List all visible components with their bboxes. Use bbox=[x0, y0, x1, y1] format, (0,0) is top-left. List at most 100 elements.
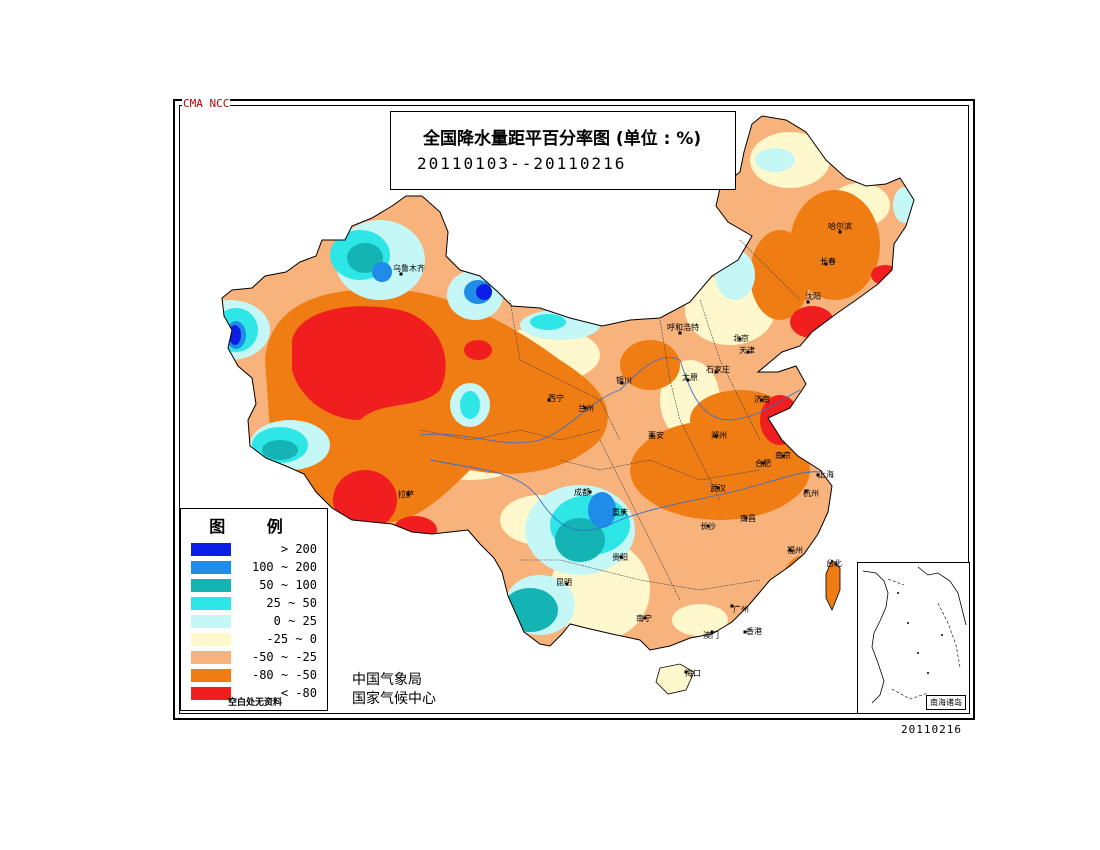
city-dot bbox=[781, 454, 785, 458]
legend-item: -25 ~ 0 bbox=[191, 632, 321, 648]
legend: 图 例 > 200 100 ~ 200 50 ~ 100 25 ~ 50 0 ~… bbox=[180, 508, 328, 711]
legend-label: > 200 bbox=[280, 542, 317, 556]
city-label: 香港 bbox=[746, 626, 762, 636]
city-dot bbox=[730, 604, 734, 608]
city-label: 澳门 bbox=[703, 630, 719, 640]
city-label: 重庆 bbox=[612, 507, 628, 517]
legend-swatch bbox=[191, 651, 231, 664]
city-dot bbox=[710, 630, 714, 634]
city-label: 南京 bbox=[775, 450, 791, 460]
city-label: 上海 bbox=[818, 469, 834, 479]
city-dot bbox=[714, 434, 718, 438]
legend-label: < -80 bbox=[280, 686, 317, 700]
legend-label: -80 ~ -50 bbox=[251, 668, 317, 682]
city-label: 兰州 bbox=[578, 403, 594, 413]
city-label: 福州 bbox=[787, 546, 803, 555]
inset-map bbox=[862, 566, 967, 704]
legend-swatch bbox=[191, 579, 231, 592]
city-dot bbox=[565, 582, 569, 586]
legend-swatch bbox=[191, 615, 231, 628]
city-label: 郑州 bbox=[711, 430, 727, 440]
inset-label: 南海诸岛 bbox=[926, 695, 966, 710]
agency-credit: 中国气象局 国家气候中心 bbox=[352, 671, 436, 709]
city-dot bbox=[643, 616, 647, 620]
city-label: 哈尔滨 bbox=[828, 221, 852, 231]
city-dot bbox=[788, 548, 792, 552]
city-label: 广州 bbox=[733, 604, 749, 614]
legend-item: 50 ~ 100 bbox=[191, 578, 321, 594]
city-dot bbox=[406, 492, 410, 496]
date-range: 20110103--20110216 bbox=[417, 154, 627, 173]
map-frame-inner bbox=[179, 105, 969, 714]
city-dot bbox=[743, 630, 747, 634]
city-dot bbox=[622, 510, 626, 514]
legend-swatch bbox=[191, 597, 231, 610]
province-borders bbox=[419, 239, 801, 601]
legend-item: -50 ~ -25 bbox=[191, 650, 321, 666]
city-dot bbox=[588, 490, 592, 494]
city-dot bbox=[684, 670, 688, 674]
title-box: 全国降水量距平百分率图 (单位 : %) 20110103--20110216 bbox=[390, 111, 736, 190]
city-label: 天津 bbox=[739, 345, 755, 355]
city-label: 南昌 bbox=[740, 513, 756, 523]
legend-label: 25 ~ 50 bbox=[266, 596, 317, 610]
legend-swatch bbox=[191, 687, 231, 700]
city-label: 杭州 bbox=[803, 488, 819, 498]
city-label: 南宁 bbox=[636, 613, 652, 623]
city-dot bbox=[619, 555, 623, 559]
legend-label: -25 ~ 0 bbox=[266, 632, 317, 646]
city-label: 贵阳 bbox=[612, 552, 628, 562]
map-title: 全国降水量距平百分率图 (单位 : %) bbox=[423, 129, 702, 149]
city-label: 呼和浩特 bbox=[667, 322, 699, 332]
agency-line-2: 国家气候中心 bbox=[352, 691, 436, 707]
city-label: 台北 bbox=[826, 558, 842, 568]
city-label: 西宁 bbox=[548, 393, 564, 403]
city-label: 银川 bbox=[616, 375, 632, 385]
legend-label: -50 ~ -25 bbox=[251, 650, 317, 664]
city-label: 长春 bbox=[820, 256, 836, 266]
city-label: 北京 bbox=[733, 333, 749, 343]
south-china-sea-inset: 南海诸岛 bbox=[857, 562, 970, 714]
city-dot bbox=[804, 489, 808, 493]
city-dot bbox=[760, 398, 764, 402]
legend-item: 0 ~ 25 bbox=[191, 614, 321, 630]
city-dot bbox=[834, 562, 838, 566]
legend-swatch bbox=[191, 633, 231, 646]
city-dot bbox=[620, 381, 624, 385]
city-dot bbox=[678, 331, 682, 335]
legend-swatch bbox=[191, 669, 231, 682]
city-dot bbox=[716, 486, 720, 490]
legend-item: 100 ~ 200 bbox=[191, 560, 321, 576]
legend-item: < -80 bbox=[191, 686, 321, 702]
city-dot bbox=[761, 461, 765, 465]
legend-label: 0 ~ 25 bbox=[273, 614, 317, 628]
city-label: 合肥 bbox=[755, 458, 771, 468]
city-dot bbox=[686, 378, 690, 382]
city-label: 昆明 bbox=[556, 578, 572, 587]
city-label: 武汉 bbox=[710, 483, 726, 493]
legend-item: > 200 bbox=[191, 542, 321, 558]
city-label: 长沙 bbox=[700, 521, 716, 531]
city-label: 海口 bbox=[685, 668, 701, 678]
city-label: 太原 bbox=[682, 372, 698, 382]
legend-swatch bbox=[191, 561, 231, 574]
legend-label: 100 ~ 200 bbox=[251, 560, 317, 574]
map-frame-outer bbox=[173, 99, 975, 720]
city-label: 沈阳 bbox=[805, 291, 821, 301]
city-dot bbox=[806, 300, 810, 304]
agency-line-1: 中国气象局 bbox=[352, 672, 422, 688]
city-dot bbox=[744, 516, 748, 520]
city-dot bbox=[714, 370, 718, 374]
city-label: 西安 bbox=[648, 430, 664, 440]
city-dot bbox=[547, 398, 551, 402]
city-dot bbox=[399, 272, 403, 276]
city-label: 乌鲁木齐 bbox=[393, 263, 425, 273]
city-label: 成都 bbox=[574, 487, 590, 497]
city-dot bbox=[746, 350, 750, 354]
city-dot bbox=[838, 230, 842, 234]
city-label: 石家庄 bbox=[706, 364, 730, 374]
city-dot bbox=[706, 524, 710, 528]
city-dot bbox=[824, 262, 828, 266]
legend-label: 50 ~ 100 bbox=[259, 578, 317, 592]
